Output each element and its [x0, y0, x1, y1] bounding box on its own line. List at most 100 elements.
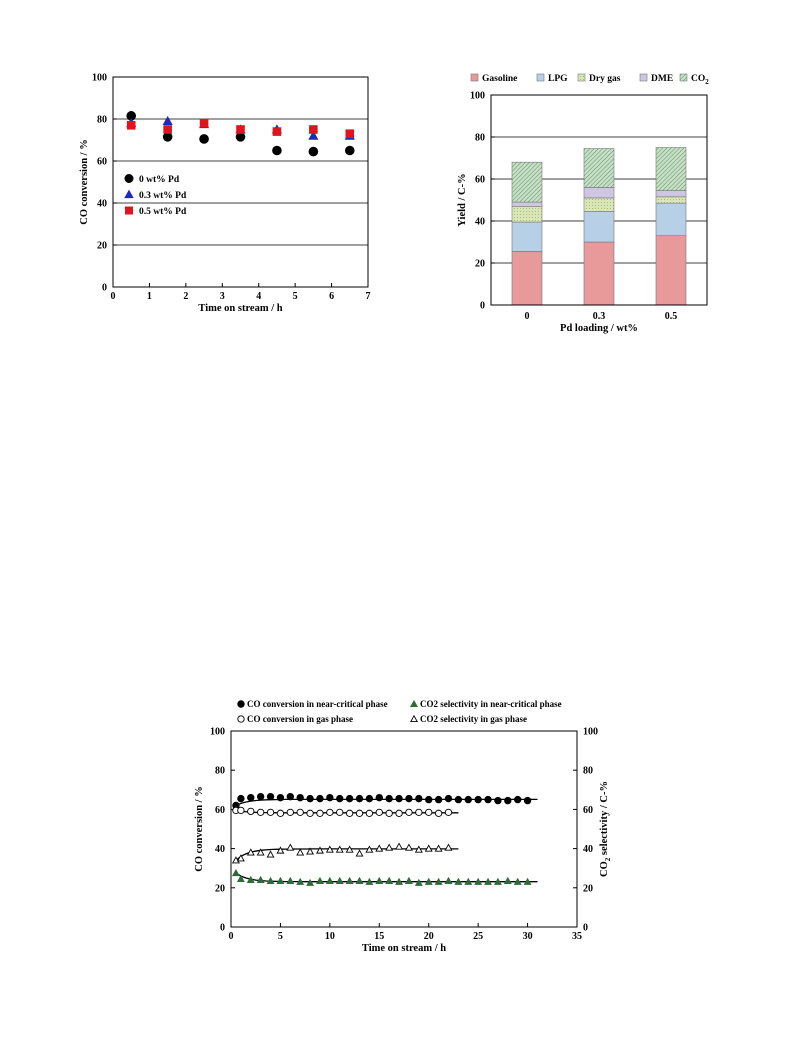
legend-swatch	[536, 73, 545, 82]
data-point	[286, 876, 295, 884]
y2-tick-label: 0	[583, 923, 588, 934]
data-point	[355, 794, 364, 803]
data-point	[345, 876, 354, 884]
bar-segment	[511, 206, 543, 223]
plot-frame	[230, 730, 578, 928]
data-point	[474, 877, 483, 885]
legend-label: DME	[651, 74, 673, 84]
y-tick-label: 100	[470, 91, 485, 102]
data-point	[266, 808, 275, 816]
data-point	[385, 843, 394, 851]
legend-label: CO2	[691, 74, 709, 86]
data-point	[395, 877, 404, 885]
x-tick-label: 4	[256, 291, 261, 302]
data-point	[236, 125, 245, 134]
data-point	[162, 132, 173, 142]
data-point	[365, 845, 374, 853]
legend-label: Dry gas	[589, 74, 621, 84]
y-tick-label: 20	[97, 241, 107, 252]
data-point	[326, 808, 334, 816]
data-point	[345, 794, 354, 803]
data-point	[296, 793, 304, 802]
bar-segment	[655, 202, 687, 236]
y-tick-label: 100	[210, 727, 225, 738]
y-tick-label: 20	[475, 259, 485, 270]
data-point	[434, 809, 443, 817]
data-point	[336, 808, 344, 816]
y-tick-label: 0	[102, 283, 107, 294]
data-point	[385, 794, 393, 803]
data-point	[404, 876, 413, 884]
y-tick-label: 0	[220, 923, 225, 934]
data-point	[434, 877, 443, 885]
data-point	[256, 875, 265, 883]
data-point	[474, 795, 482, 804]
data-point	[444, 843, 453, 851]
data-point	[296, 877, 305, 885]
data-point	[256, 792, 265, 801]
data-point	[266, 850, 275, 858]
x-tick-label: 0	[525, 311, 530, 322]
data-point	[454, 877, 463, 885]
data-point	[503, 876, 512, 884]
data-point	[375, 876, 384, 884]
y-tick-label: 60	[215, 805, 225, 816]
y-tick-label: 40	[475, 217, 485, 228]
x-tick-label: 35	[572, 931, 582, 942]
x-tick-label: 3	[220, 291, 225, 302]
data-point	[272, 127, 282, 136]
data-point	[365, 877, 374, 885]
data-point	[296, 808, 304, 816]
x-tick-label: 10	[325, 931, 335, 942]
legend-marker	[125, 206, 133, 215]
data-point	[276, 809, 285, 817]
y-tick-label: 80	[475, 133, 485, 144]
plot-frame	[490, 94, 708, 306]
data-point	[199, 134, 209, 144]
data-point	[308, 130, 319, 140]
legend-swatch	[577, 73, 586, 82]
legend-marker	[237, 700, 245, 708]
data-point	[365, 809, 374, 817]
data-point	[454, 795, 463, 804]
data-point	[523, 796, 532, 805]
data-point	[231, 856, 240, 864]
data-point	[464, 877, 473, 885]
y2-tick-label: 20	[583, 883, 593, 894]
y-tick-label: 0	[480, 301, 485, 312]
data-point	[395, 794, 403, 803]
x-tick-label: 1	[147, 291, 152, 302]
data-point	[308, 146, 319, 157]
legend-marker	[124, 189, 134, 199]
x-tick-label: 20	[424, 931, 434, 942]
data-point	[344, 145, 355, 156]
x-tick-label: 5	[278, 931, 283, 942]
data-point	[434, 844, 443, 852]
y-tick-label: 20	[215, 883, 225, 894]
data-point	[504, 796, 512, 805]
legend-label: Gasoline	[482, 74, 517, 84]
data-point	[236, 854, 245, 862]
y-tick-label: 40	[97, 199, 107, 210]
data-point	[237, 794, 245, 803]
x-tick-label: 7	[366, 291, 371, 302]
x-tick-label: 5	[293, 291, 298, 302]
data-point	[395, 842, 404, 850]
data-point	[257, 808, 265, 816]
data-point	[444, 876, 453, 884]
data-point	[306, 794, 314, 803]
x-axis-label: Time on stream / h	[198, 303, 282, 314]
bar-segment	[511, 161, 543, 203]
data-point	[335, 845, 344, 853]
legend-swatch	[679, 73, 688, 82]
data-point	[247, 807, 255, 816]
data-point	[375, 793, 383, 802]
data-point	[414, 878, 423, 886]
data-point	[316, 846, 324, 854]
data-point	[424, 844, 433, 852]
legend-label: 0 wt% Pd	[139, 175, 180, 185]
x-tick-label: 15	[374, 931, 384, 942]
data-point	[266, 876, 275, 884]
legend-swatch	[470, 73, 479, 82]
